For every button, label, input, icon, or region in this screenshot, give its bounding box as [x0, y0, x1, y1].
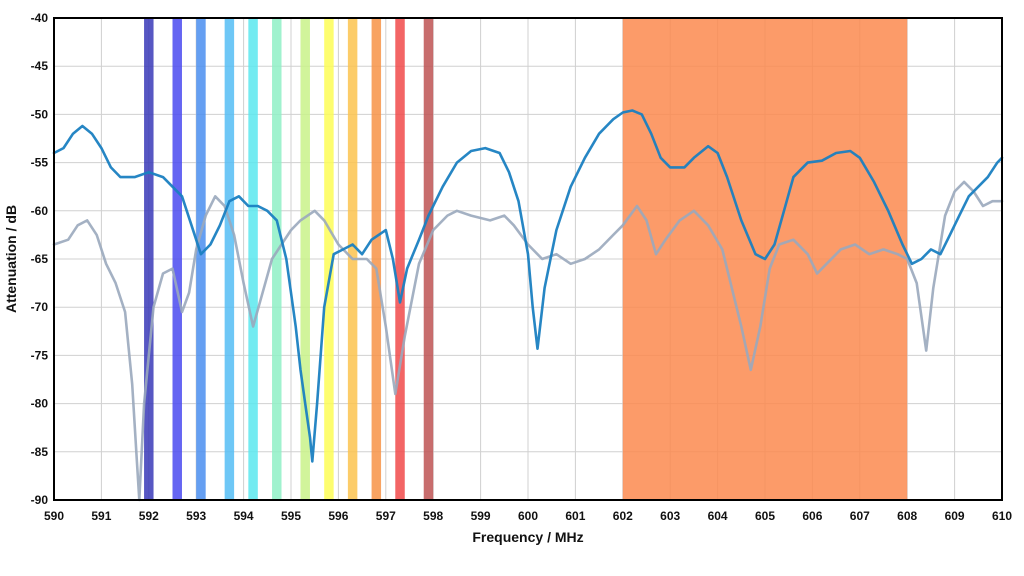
x-tick-label: 591	[91, 509, 111, 523]
series-lines	[52, 109, 1004, 502]
x-tick-label: 596	[328, 509, 348, 523]
x-axis-ticks: 590 591 592 593 594 595 596 597 598 599 600 601 602 6…	[44, 509, 1012, 523]
x-tick-label: 602	[613, 509, 633, 523]
x-tick-label: 610	[992, 509, 1012, 523]
x-tick-label: 594	[234, 509, 254, 523]
y-tick-label: -70	[31, 300, 49, 314]
channel-band	[300, 18, 310, 500]
channel-band	[172, 18, 182, 500]
x-tick-label: 599	[471, 509, 491, 523]
y-tick-label: -85	[31, 445, 49, 459]
x-tick-label: 593	[186, 509, 206, 523]
x-tick-label: 607	[850, 509, 870, 523]
channel-band	[371, 18, 382, 500]
x-tick-label: 603	[660, 509, 680, 523]
channel-band	[395, 18, 405, 500]
x-tick-label: 598	[423, 509, 443, 523]
x-tick-label: 600	[518, 509, 538, 523]
channel-band	[248, 18, 258, 500]
channel-band	[224, 18, 235, 500]
x-tick-label: 604	[708, 509, 728, 523]
series-line-1	[52, 180, 1004, 502]
y-tick-label: -80	[31, 397, 49, 411]
x-tick-label: 590	[44, 509, 64, 523]
channel-band	[423, 18, 434, 500]
x-tick-label: 595	[281, 509, 301, 523]
y-tick-label: -40	[31, 11, 49, 25]
y-tick-label: -45	[31, 59, 49, 73]
y-tick-label: -50	[31, 107, 49, 121]
x-tick-label: 592	[139, 509, 159, 523]
y-tick-label: -60	[31, 204, 49, 218]
plot-frame	[53, 17, 1003, 501]
y-axis-label: Attenuation / dB	[3, 205, 19, 313]
channel-band	[272, 18, 282, 500]
x-axis-label: Frequency / MHz	[472, 529, 583, 545]
y-tick-label: -65	[31, 252, 49, 266]
channel-band	[324, 18, 334, 500]
series-line-2	[52, 109, 1004, 463]
x-tick-label: 609	[945, 509, 965, 523]
y-axis-ticks: -40 -45 -50 -55 -60 -65 -70 -75 -80 -85 -90	[31, 11, 49, 507]
y-tick-label: -55	[31, 156, 49, 170]
channel-band	[144, 18, 154, 500]
x-tick-label: 606	[802, 509, 822, 523]
y-tick-label: -75	[31, 348, 49, 362]
x-tick-label: 601	[565, 509, 585, 523]
y-tick-label: -90	[31, 493, 49, 507]
channel-band	[196, 18, 206, 500]
x-tick-label: 597	[376, 509, 396, 523]
x-tick-label: 605	[755, 509, 775, 523]
x-tick-label: 608	[897, 509, 917, 523]
